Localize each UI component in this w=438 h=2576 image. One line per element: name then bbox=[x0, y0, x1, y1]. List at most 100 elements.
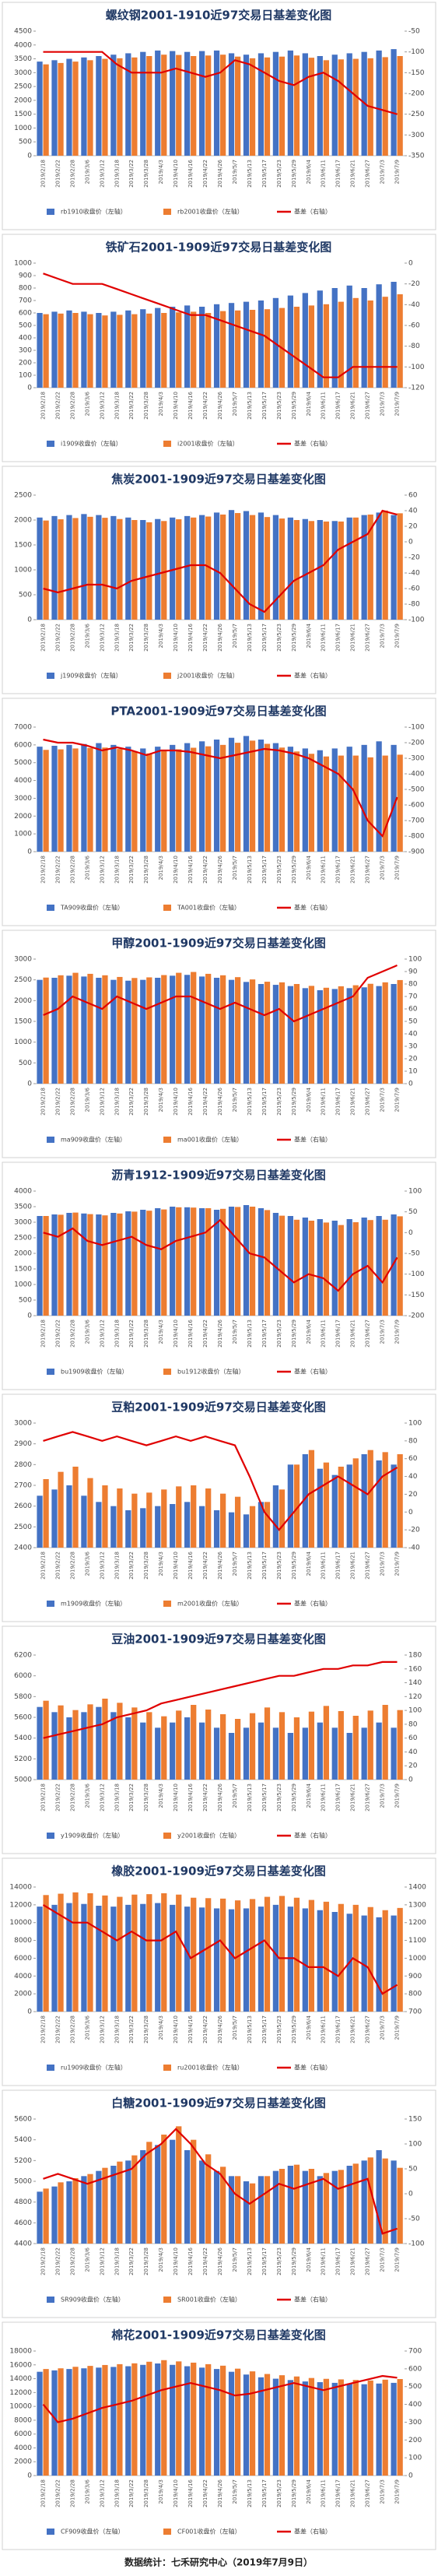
y-tick-label: 500 bbox=[19, 322, 32, 330]
bar bbox=[302, 1218, 308, 1316]
line-series bbox=[43, 964, 398, 1023]
legend-label: bu1912收盘价（左轴） bbox=[177, 1368, 245, 1376]
y-tick-label: 900 bbox=[19, 272, 32, 280]
x-tick-label: 2019/5/13 bbox=[247, 160, 253, 188]
x-tick-label: 2019/5/23 bbox=[276, 2479, 282, 2507]
bar bbox=[249, 1207, 256, 1316]
bar bbox=[228, 1909, 235, 2012]
bar bbox=[352, 755, 359, 852]
bar bbox=[264, 2176, 271, 2244]
x-tick-label: 2019/2/22 bbox=[54, 1088, 61, 1116]
bar bbox=[81, 1213, 87, 1316]
x-tick-label: 2019/6/4 bbox=[306, 1319, 312, 1344]
bar bbox=[58, 62, 64, 156]
x-tick-label: 2019/7/9 bbox=[394, 624, 401, 648]
bar bbox=[361, 1915, 367, 2012]
bar bbox=[243, 736, 250, 852]
y2-tick-label: 0 bbox=[408, 539, 413, 546]
y2-tick-label: -50 bbox=[408, 1250, 420, 1258]
bar bbox=[308, 986, 315, 1084]
bar bbox=[391, 1727, 397, 1780]
bar bbox=[205, 1488, 212, 1548]
bar bbox=[184, 515, 191, 620]
bar bbox=[258, 2176, 265, 2244]
y2-tick-label: 400 bbox=[408, 2401, 422, 2409]
x-tick-label: 2019/6/11 bbox=[321, 1320, 327, 1348]
bar bbox=[191, 56, 197, 156]
chart-title: 甲醇2001-1909近97交易日基差变化图 bbox=[111, 937, 326, 951]
legend-swatch bbox=[47, 1137, 54, 1143]
bar bbox=[131, 314, 138, 388]
bar bbox=[146, 1894, 152, 2012]
y2-tick-label: 80 bbox=[408, 1720, 418, 1728]
x-tick-label: 2019/4/10 bbox=[173, 1784, 179, 1812]
y-tick-label: 3000 bbox=[14, 795, 32, 803]
bar bbox=[37, 1216, 43, 1316]
y2-tick-label: 20 bbox=[408, 1491, 418, 1499]
bar bbox=[272, 1213, 279, 1316]
x-tick-label: 2019/6/17 bbox=[335, 2479, 342, 2507]
legend-swatch bbox=[47, 2529, 54, 2535]
y2-tick-label: 1000 bbox=[408, 1955, 426, 1963]
bar bbox=[249, 1899, 256, 2012]
y-tick-label: 7000 bbox=[14, 724, 32, 732]
y-tick-label: 2800 bbox=[14, 1461, 32, 1469]
bar bbox=[258, 740, 265, 852]
bar bbox=[234, 2176, 241, 2244]
bar bbox=[243, 1908, 250, 2012]
y-tick-label: 3000 bbox=[14, 1219, 32, 1227]
bar bbox=[66, 310, 72, 388]
bar bbox=[110, 311, 117, 388]
bar bbox=[308, 58, 315, 156]
y-tick-label: 2000 bbox=[14, 997, 32, 1005]
y2-tick-label: 20 bbox=[408, 523, 418, 531]
y-tick-label: 100 bbox=[19, 372, 32, 380]
bar bbox=[287, 1464, 293, 1548]
bar bbox=[228, 303, 235, 388]
x-tick-label: 2019/6/4 bbox=[306, 1783, 312, 1808]
y-tick-label: 2000 bbox=[14, 1250, 32, 1258]
bar bbox=[391, 282, 397, 388]
bar bbox=[131, 750, 138, 852]
bar bbox=[81, 1903, 87, 2012]
bar bbox=[397, 1454, 403, 1548]
bar bbox=[96, 2367, 102, 2476]
y2-tick-label: 40 bbox=[408, 1031, 418, 1038]
bar bbox=[37, 62, 43, 156]
legend-label: 基差（右轴） bbox=[294, 2064, 331, 2072]
chart: 甲醇2001-1909近97交易日基差变化图050010001500200025… bbox=[2, 930, 436, 1158]
bar bbox=[72, 313, 79, 388]
x-tick-label: 2019/5/23 bbox=[276, 856, 282, 884]
y-tick-label: 2000 bbox=[14, 813, 32, 821]
bar bbox=[317, 990, 323, 1084]
bar bbox=[140, 1508, 146, 1548]
x-tick-label: 2019/3/18 bbox=[114, 624, 120, 652]
x-tick-label: 2019/6/4 bbox=[306, 2479, 312, 2504]
bar bbox=[51, 311, 58, 388]
bar bbox=[198, 1907, 205, 2012]
x-tick-label: 2019/5/17 bbox=[261, 392, 268, 420]
bar bbox=[125, 2366, 131, 2476]
bar bbox=[161, 2360, 167, 2476]
bar bbox=[272, 2170, 279, 2244]
bar bbox=[161, 54, 167, 156]
bar bbox=[125, 1904, 131, 2012]
x-tick-label: 2019/4/22 bbox=[202, 160, 208, 188]
x-tick-label: 2019/5/7 bbox=[232, 1320, 238, 1344]
bar bbox=[184, 1907, 191, 2012]
y2-tick-label: -200 bbox=[408, 90, 425, 98]
bar bbox=[317, 2382, 323, 2476]
bar bbox=[243, 982, 250, 1084]
x-tick-label: 2019/5/13 bbox=[247, 2247, 253, 2276]
bar bbox=[213, 2369, 220, 2476]
legend-label: y2001收盘价（左轴） bbox=[177, 1832, 240, 1840]
y-tick-label: 0 bbox=[27, 849, 32, 856]
x-tick-label: 2019/5/17 bbox=[261, 2015, 268, 2044]
legend-label: j2001收盘价（左轴） bbox=[177, 672, 239, 680]
bar bbox=[43, 64, 49, 156]
y2-tick-label: 80 bbox=[408, 1437, 418, 1445]
bar bbox=[87, 973, 93, 1084]
bar bbox=[81, 2368, 87, 2476]
bar bbox=[243, 54, 250, 156]
y2-tick-label: -40 bbox=[408, 1545, 420, 1552]
